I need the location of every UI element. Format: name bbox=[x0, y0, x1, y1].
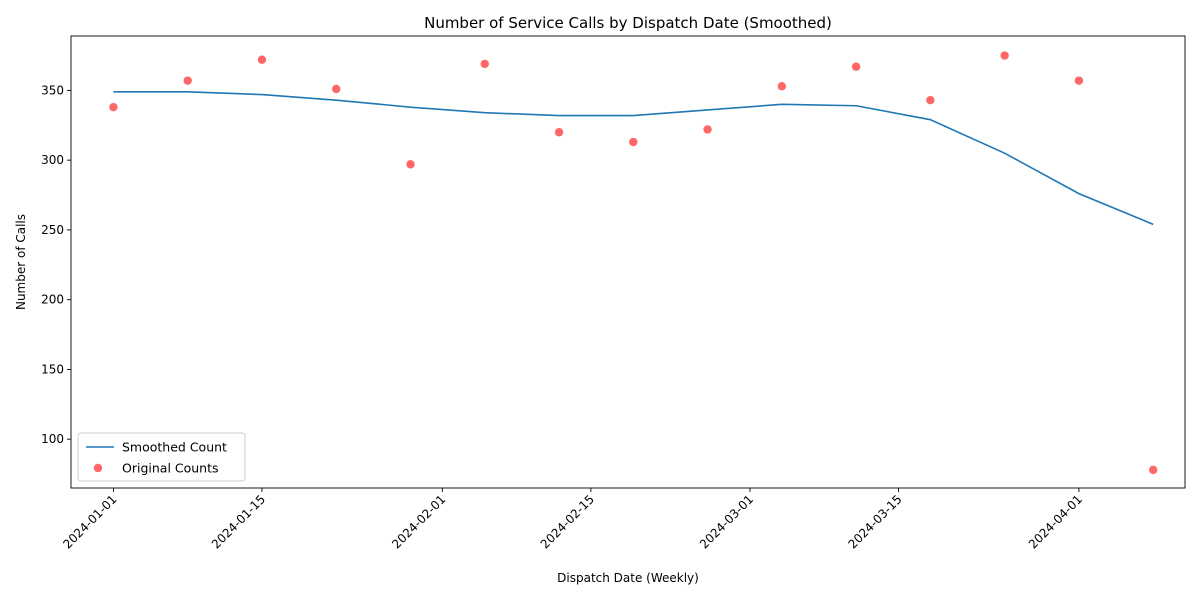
y-tick-label: 100 bbox=[41, 432, 64, 446]
plot-area bbox=[70, 35, 1186, 489]
original-count-point bbox=[183, 76, 192, 85]
original-count-point bbox=[1000, 51, 1009, 60]
y-tick-label: 250 bbox=[41, 223, 64, 237]
legend-point-swatch bbox=[93, 463, 103, 473]
legend-label: Original Counts bbox=[122, 461, 219, 476]
original-count-point bbox=[257, 55, 267, 64]
original-count-point bbox=[109, 102, 118, 112]
smoothed-count-line bbox=[113, 91, 1154, 226]
original-count-point bbox=[777, 82, 787, 91]
chart-title: Number of Service Calls by Dispatch Date… bbox=[424, 14, 832, 32]
axes-frame bbox=[70, 35, 1186, 489]
original-count-point bbox=[851, 62, 861, 71]
original-count-point bbox=[1074, 76, 1084, 85]
original-count-point bbox=[926, 95, 935, 105]
legend-label: Smoothed Count bbox=[122, 440, 227, 455]
series-layer bbox=[109, 51, 1158, 475]
y-tick-label: 150 bbox=[41, 362, 64, 376]
original-count-point bbox=[332, 84, 341, 94]
y-tick-label: 200 bbox=[41, 293, 64, 307]
y-axis-label: Number of Calls bbox=[14, 214, 28, 310]
original-count-point bbox=[406, 160, 415, 169]
x-axis-label: Dispatch Date (Weekly) bbox=[557, 571, 699, 585]
original-count-point bbox=[629, 137, 638, 147]
original-count-point bbox=[480, 59, 489, 69]
y-tick-label: 350 bbox=[41, 83, 64, 97]
original-count-point bbox=[703, 125, 712, 134]
legend: Smoothed Count Original Counts bbox=[77, 432, 246, 482]
original-count-point bbox=[554, 128, 564, 137]
y-tick-label: 300 bbox=[41, 153, 64, 167]
y-axis: 100 150 200 250 300 350 bbox=[41, 83, 71, 446]
legend-box bbox=[77, 432, 246, 482]
original-count-point bbox=[1148, 465, 1158, 475]
